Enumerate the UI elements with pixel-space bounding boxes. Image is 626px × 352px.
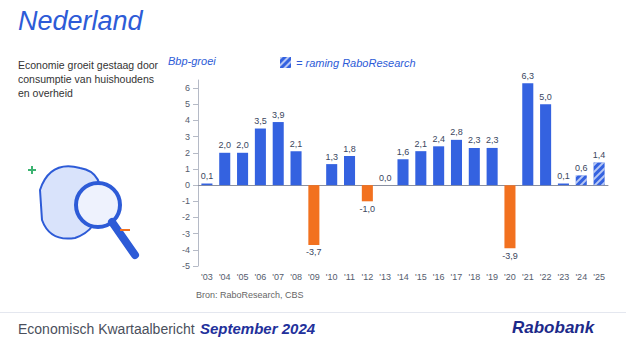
- html-text:Economisch Kwartaalbericht Sep: Economisch Kwartaalbericht September 202…: [18, 320, 316, 337]
- svg-text:2,8: 2,8: [450, 127, 463, 137]
- svg-text:'15: '15: [415, 272, 427, 282]
- svg-text:1,4: 1,4: [593, 150, 606, 160]
- svg-text:0,0: 0,0: [379, 173, 392, 183]
- html-text:Rabobank: Rabobank: [512, 318, 595, 337]
- svg-text:-3,9: -3,9: [502, 251, 518, 261]
- svg-text:'07: '07: [272, 272, 284, 282]
- svg-text:'20: '20: [504, 272, 516, 282]
- svg-text:'18: '18: [468, 272, 480, 282]
- svg-text:'14: '14: [397, 272, 409, 282]
- svg-text:'11: '11: [344, 272, 355, 282]
- svg-text:2,1: 2,1: [415, 139, 428, 149]
- svg-text:'19: '19: [486, 272, 498, 282]
- svg-text:'08: '08: [290, 272, 302, 282]
- svg-text:0,6: 0,6: [575, 163, 588, 173]
- svg-text:2,3: 2,3: [486, 135, 499, 145]
- svg-text:'04: '04: [219, 272, 231, 282]
- svg-text:1: 1: [185, 164, 190, 174]
- svg-text:'12: '12: [361, 272, 373, 282]
- svg-text:'05: '05: [237, 272, 249, 282]
- html-text:Bron: RaboResearch, CBS: Bron: RaboResearch, CBS: [196, 290, 304, 300]
- svg-text:1,6: 1,6: [397, 147, 410, 157]
- svg-text:'09: '09: [308, 272, 320, 282]
- svg-text:3: 3: [185, 132, 190, 142]
- svg-text:'13: '13: [379, 272, 391, 282]
- svg-text:-2: -2: [182, 212, 190, 222]
- svg-text:'22: '22: [540, 272, 552, 282]
- svg-text:0,1: 0,1: [201, 171, 214, 181]
- svg-text:4: 4: [185, 115, 190, 125]
- svg-text:'25: '25: [593, 272, 605, 282]
- svg-text:'17: '17: [451, 272, 463, 282]
- html-text:Nederland: Nederland: [18, 6, 143, 36]
- svg-text:2,0: 2,0: [236, 140, 249, 150]
- svg-text:Bbp-groei: Bbp-groei: [168, 55, 216, 67]
- svg-text:5: 5: [185, 99, 190, 109]
- svg-text:2,0: 2,0: [218, 140, 231, 150]
- svg-text:2,4: 2,4: [432, 134, 445, 144]
- svg-text:6: 6: [185, 83, 190, 93]
- svg-text:6,3: 6,3: [522, 71, 535, 81]
- svg-text:0,1: 0,1: [557, 171, 570, 181]
- svg-text:2: 2: [185, 148, 190, 158]
- svg-text:-1,0: -1,0: [360, 204, 376, 214]
- svg-text:1,3: 1,3: [325, 152, 338, 162]
- svg-text:2,3: 2,3: [468, 135, 481, 145]
- svg-text:'03: '03: [201, 272, 213, 282]
- svg-text:-3: -3: [182, 229, 190, 239]
- svg-text:'21: '21: [522, 272, 534, 282]
- svg-text:= raming RaboResearch: = raming RaboResearch: [296, 57, 416, 69]
- svg-text:3,9: 3,9: [272, 110, 285, 120]
- html-text:Economie groeit gestaag door c: Economie groeit gestaag door consumptie …: [18, 59, 159, 99]
- svg-text:1,8: 1,8: [343, 144, 356, 154]
- svg-text:'23: '23: [558, 272, 570, 282]
- svg-text:-4: -4: [182, 245, 190, 255]
- svg-text:'06: '06: [255, 272, 267, 282]
- svg-text:-3,7: -3,7: [306, 247, 322, 257]
- svg-text:-1: -1: [182, 196, 190, 206]
- svg-text:2,1: 2,1: [290, 139, 303, 149]
- svg-text:3,5: 3,5: [254, 116, 267, 126]
- svg-text:-5: -5: [182, 261, 190, 271]
- svg-text:5,0: 5,0: [539, 92, 552, 102]
- svg-text:'24: '24: [575, 272, 587, 282]
- svg-text:0: 0: [185, 180, 190, 190]
- svg-text:'16: '16: [433, 272, 445, 282]
- svg-text:'10: '10: [326, 272, 338, 282]
